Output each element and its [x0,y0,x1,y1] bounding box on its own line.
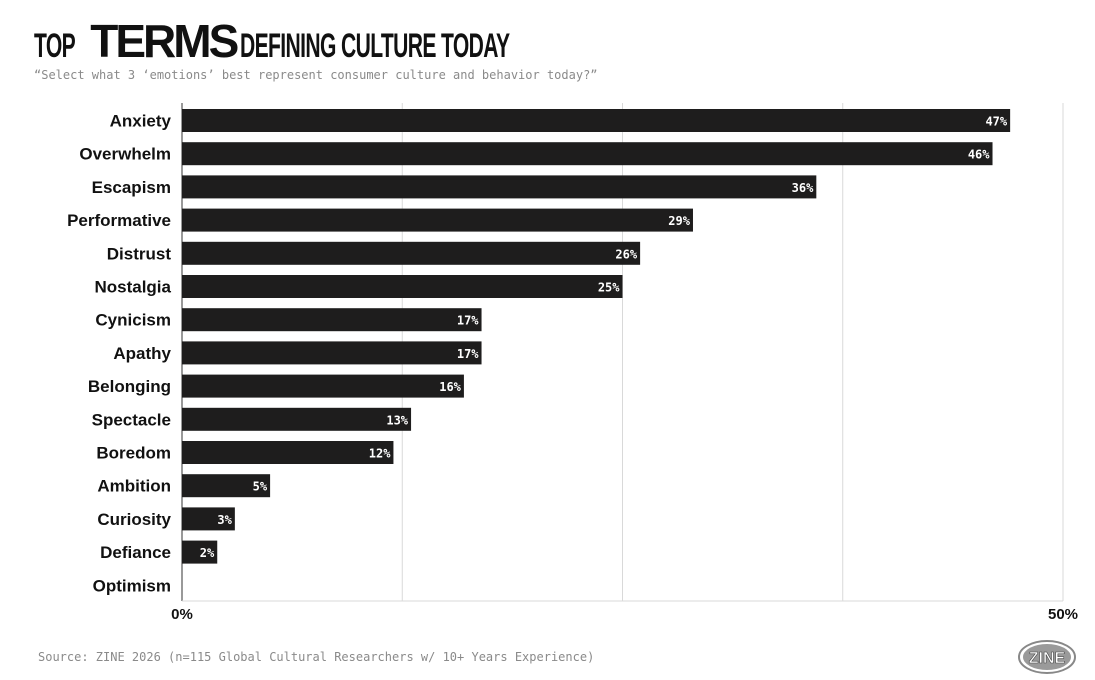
value-label: 16% [439,380,461,394]
zine-logo: ZINE [1018,640,1076,674]
bar-ambition [182,474,271,498]
bar-belonging [182,374,464,398]
value-label: 36% [792,181,814,195]
value-label: 2% [200,546,215,560]
bar-anxiety [182,109,1011,132]
x-tick-label: 50% [1048,606,1078,623]
title-part-terms: TERMS [90,15,239,67]
chart-subtitle: “Select what 3 ‘emotions’ best represent… [34,68,598,82]
category-label: Curiosity [97,510,171,529]
x-tick-label: 0% [171,606,193,623]
category-label: Cynicism [95,311,171,330]
value-label: 29% [668,214,690,228]
category-label: Apathy [113,344,171,363]
category-label: Escapism [92,178,171,197]
bar-escapism [182,175,817,199]
value-label: 12% [369,447,391,461]
source-note: Source: ZINE 2026 (n=115 Global Cultural… [38,650,595,664]
category-label: Overwhelm [79,145,171,164]
category-label: Belonging [88,377,171,396]
bar-performative [182,208,693,232]
bar-nostalgia [182,275,623,298]
title-part-top: TOP [34,27,76,65]
bar-cynicism [182,308,482,332]
bar-defiance [182,540,218,564]
category-label: Performative [67,211,171,230]
title-part-defining: DEFINING CULTURE TODAY [240,27,510,65]
category-label: Boredom [96,444,171,463]
category-label: Defiance [100,543,171,562]
bar-spectacle [182,407,412,431]
category-label: Spectacle [92,410,171,429]
value-label: 17% [457,347,479,361]
logo-text: ZINE [1029,650,1066,667]
category-label: Distrust [107,244,172,263]
value-label: 47% [985,115,1007,129]
category-label: Ambition [97,477,171,496]
bar-overwhelm [182,142,993,166]
category-label: Optimism [93,576,171,595]
value-label: 5% [253,480,268,494]
value-label: 46% [968,148,990,162]
value-label: 25% [598,281,620,295]
chart-title: TOP TERMS DEFINING CULTURE TODAY [34,14,675,67]
value-label: 13% [386,413,408,427]
bar-boredom [182,441,394,464]
category-label: Nostalgia [94,278,171,297]
bar-curiosity [182,507,235,531]
category-label: Anxiety [110,112,172,131]
value-label: 17% [457,314,479,328]
value-label: 3% [217,513,232,527]
bar-distrust [182,241,641,265]
value-label: 26% [615,247,637,261]
bar-apathy [182,341,482,365]
